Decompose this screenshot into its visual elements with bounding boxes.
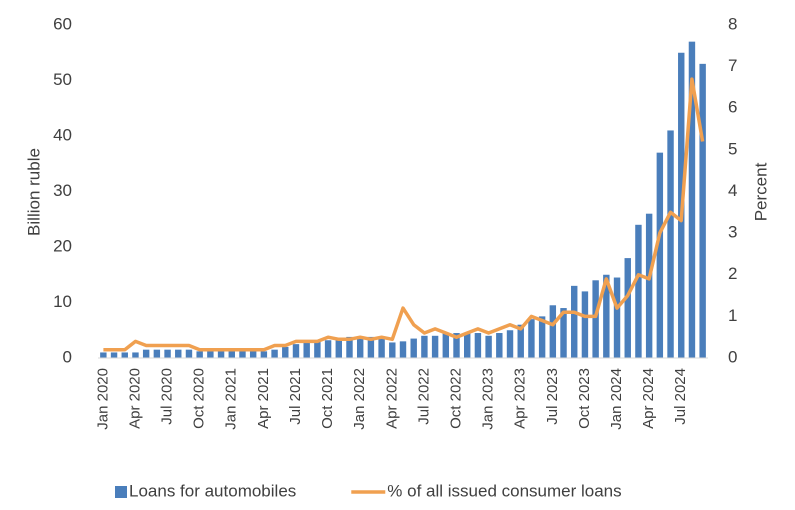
- y2-tick-label: 5: [728, 139, 737, 158]
- x-tick-label: Apr 2021: [255, 368, 272, 429]
- bar: [688, 41, 696, 359]
- y2-tick-label: 1: [728, 306, 737, 325]
- bar: [560, 308, 567, 358]
- bar: [442, 333, 450, 358]
- legend-label: % of all issued consumer loans: [387, 481, 621, 500]
- x-tick-label: Apr 2024: [640, 368, 657, 429]
- bar: [346, 336, 353, 358]
- bar: [517, 324, 524, 358]
- bar: [538, 316, 546, 358]
- x-tick-label: Apr 2022: [383, 368, 400, 429]
- x-tick-label: Oct 2022: [447, 368, 464, 429]
- y2-tick-label: 0: [728, 347, 737, 366]
- x-tick-label: Jan 2023: [480, 368, 497, 430]
- x-tick-label: Jul 2024: [672, 368, 689, 425]
- y-tick-label: 20: [53, 236, 72, 255]
- bar: [142, 349, 150, 358]
- bar: [464, 333, 471, 358]
- y-tick-label: 0: [63, 347, 72, 366]
- bar: [228, 351, 235, 358]
- bar: [356, 338, 364, 358]
- bar: [378, 338, 385, 358]
- bar: [431, 335, 439, 358]
- bar: [110, 352, 118, 358]
- x-tick-label: Jul 2023: [544, 368, 561, 425]
- bar: [410, 338, 417, 358]
- y2-tick-label: 2: [728, 264, 737, 283]
- bar: [314, 341, 321, 358]
- line-series: [103, 77, 705, 352]
- bar: [474, 333, 482, 358]
- bar: [389, 342, 396, 358]
- bar: [217, 351, 225, 358]
- bar: [324, 340, 332, 358]
- x-tick-label: Jul 2021: [287, 368, 304, 425]
- bar: [164, 349, 171, 358]
- x-tick-label: Jul 2020: [159, 368, 176, 425]
- bar: [121, 352, 128, 358]
- bar: [185, 349, 193, 358]
- bar: [421, 335, 428, 358]
- bar: [613, 277, 621, 358]
- bar: [207, 351, 214, 358]
- x-tick-label: Jan 2024: [608, 368, 625, 430]
- legend-swatch: [115, 486, 127, 498]
- bar: [571, 285, 578, 358]
- x-tick-label: Oct 2020: [191, 368, 208, 429]
- bar: [453, 333, 460, 358]
- bar: [292, 344, 300, 358]
- x-tick-label: Apr 2020: [126, 368, 143, 429]
- bar: [100, 352, 107, 358]
- bar: [581, 291, 589, 358]
- bar: [656, 152, 664, 358]
- y-axis-title: Billion ruble: [24, 148, 43, 236]
- y-tick-label: 10: [53, 292, 72, 311]
- x-tick-label: Oct 2023: [576, 368, 593, 429]
- x-tick-label: Apr 2023: [512, 368, 529, 429]
- bar: [635, 224, 642, 358]
- bar: [506, 330, 514, 358]
- y2-tick-label: 3: [728, 223, 737, 242]
- x-tick-label: Oct 2021: [319, 368, 336, 429]
- bar: [239, 351, 246, 358]
- bar: [335, 338, 342, 358]
- bar: [399, 341, 407, 358]
- bar: [624, 258, 631, 358]
- bar: [485, 335, 492, 358]
- y2-tick-label: 8: [728, 14, 737, 33]
- bar: [303, 342, 310, 358]
- y2-tick-label: 7: [728, 56, 737, 75]
- y2-tick-label: 4: [728, 181, 737, 200]
- x-tick-label: Jul 2022: [415, 368, 432, 425]
- y-tick-label: 30: [53, 181, 72, 200]
- y-tick-label: 60: [53, 14, 72, 33]
- bar: [667, 130, 674, 358]
- bar: [592, 280, 599, 358]
- x-tick-label: Jan 2020: [94, 368, 111, 430]
- legend-label: Loans for automobiles: [129, 481, 296, 500]
- y-tick-label: 40: [53, 125, 72, 144]
- bar: [249, 351, 257, 358]
- x-tick-label: Jan 2022: [351, 368, 368, 430]
- bar: [645, 213, 653, 358]
- bar: [699, 63, 706, 358]
- bar: [549, 305, 557, 358]
- bar: [496, 333, 503, 358]
- y2-tick-label: 6: [728, 98, 737, 117]
- bar: [175, 349, 182, 358]
- bar: [132, 352, 139, 358]
- bar: [260, 351, 268, 358]
- y2-axis-title: Percent: [751, 162, 770, 221]
- bar: [367, 336, 375, 358]
- bar: [153, 349, 161, 358]
- bar: [528, 319, 535, 358]
- y-tick-label: 50: [53, 70, 72, 89]
- bar: [282, 346, 289, 358]
- bar: [196, 351, 203, 358]
- x-tick-label: Jan 2021: [223, 368, 240, 430]
- bar: [271, 349, 278, 358]
- bar: [603, 274, 610, 358]
